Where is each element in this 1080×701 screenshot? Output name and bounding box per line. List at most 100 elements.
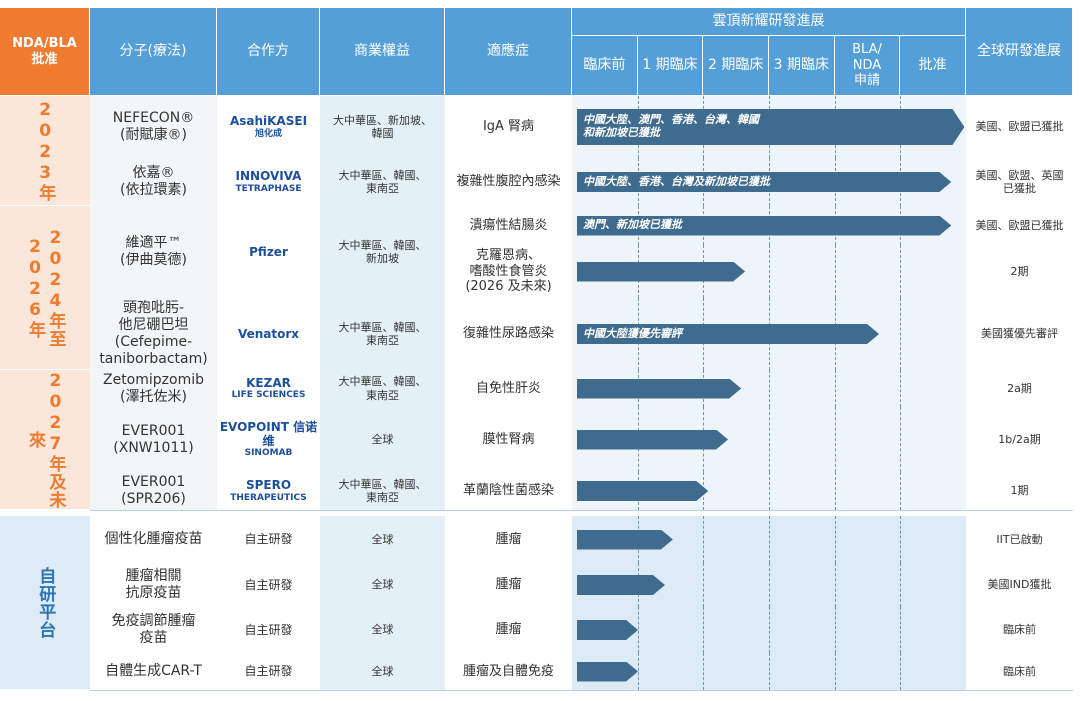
progress-bar: 中國大陸、香港、台灣及新加坡已獲批 [577,172,951,192]
progress-bar [577,575,665,595]
global-progress: 美國IND獲批 [966,563,1073,607]
indication: 克羅恩病、 嗜酸性食管炎 (2026 及未來) [465,248,552,295]
progress-bar [577,481,708,501]
stage-divider [900,516,902,563]
molecule: 免疫調節腫瘤 疫苗 [90,607,217,653]
molecule: 頭孢吡肟- 他尼硼巴坦 (Cefepime- taniborbactam) [90,298,217,370]
row-bg [445,206,572,245]
indication: 腫瘤 [495,531,522,547]
molecule: Zetomipzomib (澤托佐米) [90,370,217,407]
molecule: 維適平™ (伊曲莫德) [90,206,217,298]
header-cell: 分子(療法) [90,8,217,96]
global-progress: IIT已啟動 [966,516,1073,563]
row-bg [445,563,572,607]
rights: 大中華區、韓國、 新加坡 [320,206,445,298]
molecule: NEFECON® (耐賦康®) [90,96,217,158]
indication: 革蘭陰性菌感染 [462,483,554,499]
stage-header: 3 期臨床 [769,36,835,96]
stage-divider [834,516,836,563]
global-progress: 1b/2a期 [966,407,1073,472]
stage-divider [900,472,902,510]
indication: 腫瘤 [495,577,522,593]
stage-divider [900,607,902,653]
stage-header: BLA/ NDA 申請 [834,36,901,96]
stage-divider [900,370,902,407]
indication: 自免性肝炎 [475,380,541,396]
row-bg [445,607,572,653]
partner-logo: 旭化成 [254,128,282,139]
progress-bar [577,530,673,550]
rights: 大中華區、韓國、 東南亞 [320,370,445,407]
indication: 複雜性腹腔內感染 [456,174,561,190]
molecule: 腫瘤相關 抗原疫苗 [90,563,217,607]
group-label: 2023年 [0,96,90,206]
rights: 全球 [320,563,445,607]
indication: IgA 腎病 [482,119,535,135]
global-progress: 2a期 [966,370,1073,407]
group-label: 自研平台 [0,516,90,690]
row-bg [445,472,572,510]
row-bg [445,158,572,206]
rights: 全球 [320,653,445,690]
global-progress: 2期 [966,245,1073,298]
partner: INNOVIVA TETRAPHASE [217,158,320,206]
partner-logo: EVOPOINT 信诺维 [219,419,318,449]
indication: 腫瘤 [495,622,522,638]
partner-logo: KEZAR [246,375,291,390]
partner: AsahiKASEI 旭化成 [217,96,320,158]
molecule: 個性化腫瘤疫苗 [90,516,217,563]
stage-header: 1 期臨床 [637,36,704,96]
stage-divider [769,516,770,563]
header-cell: 全球研發進展 [966,8,1073,96]
stage-divider [834,245,836,298]
stage-divider [834,563,836,607]
partner-text: 自主研發 [244,622,293,637]
partner-text: 自主研發 [244,577,293,592]
group-label: 2027年及未來 [0,370,90,510]
header-cell: 商業權益 [320,8,445,96]
molecule: EVER001 (SPR206) [90,472,217,510]
row-bg [445,245,572,298]
row-line [445,510,1073,511]
group-label: 2024年至 2026年 [0,206,90,370]
molecule: EVER001 (XNW1011) [90,407,217,472]
indication: 復雜性尿路感染 [462,326,554,342]
partner: 自主研發 [217,607,320,653]
global-progress: 美國、歐盟已獲批 [966,96,1073,158]
partner-logo: INNOVIVA [235,169,302,184]
stage-divider [834,472,836,510]
global-progress: 美國、歐盟、英國 已獲批 [966,158,1073,206]
indication: 腫瘤及自體免疫 [462,663,554,679]
partner-logo: THERAPEUTICS [230,492,307,503]
rights: 全球 [320,407,445,472]
header-cell: 雲頂新耀研發進展 [572,8,966,36]
progress-bar [577,662,638,682]
stage-divider [637,607,639,653]
stage-divider [834,370,836,407]
row-bg [445,370,572,407]
stage-divider [637,653,639,690]
partner-logo: Pfizer [249,244,288,259]
rights: 大中華區、韓國、 東南亞 [320,298,445,370]
header-cell: 合作方 [217,8,320,96]
stage-divider [900,298,902,370]
indication: 膜性腎病 [482,431,535,447]
partner-logo: SPERO [245,478,292,493]
stage-divider [769,472,770,510]
header-cell: 適應症 [445,8,572,96]
global-progress: 1期 [966,472,1073,510]
progress-bar: 澳門、新加坡已獲批 [577,216,951,236]
row-bg [445,96,572,158]
partner: Venatorx [217,298,320,370]
global-progress: 美國獲優先審評 [966,298,1073,370]
row-line [90,510,445,511]
row-bg [445,407,572,472]
stage-divider [900,653,902,690]
partner-logo: Venatorx [237,326,300,341]
partner: Pfizer [217,206,320,298]
stage-divider [900,407,902,472]
stage-divider [703,607,705,653]
stage-divider [769,607,770,653]
row-line [90,690,445,691]
